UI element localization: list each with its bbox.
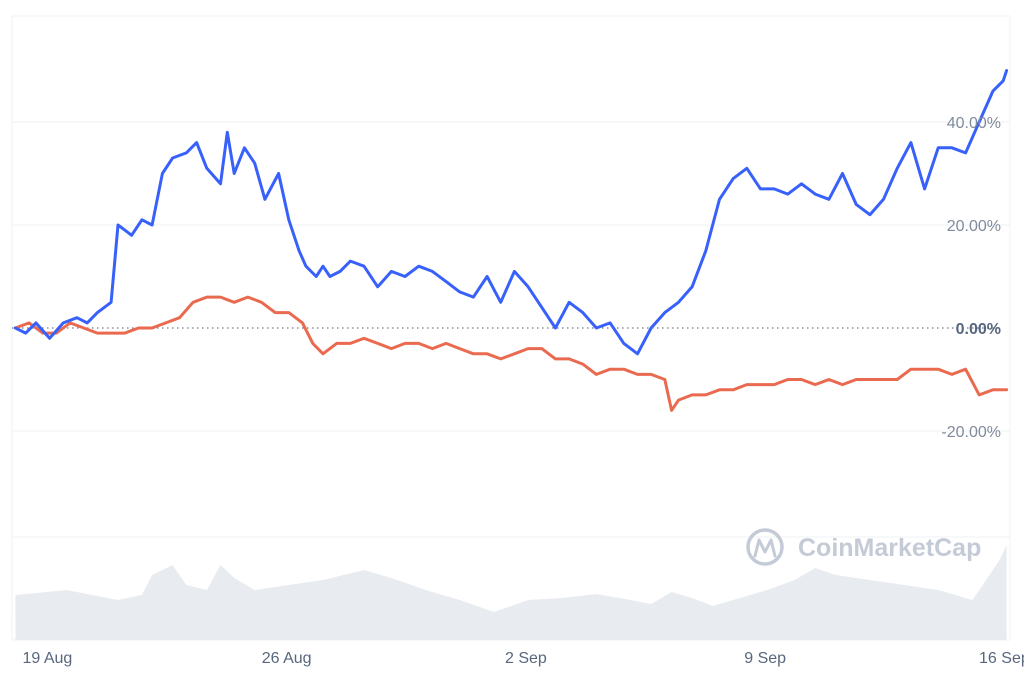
x-tick-label: 2 Sep [505,650,547,667]
y-axis-labels: 40.00% 20.00% 0.00% -20.00% [941,115,1001,441]
x-tick-label: 26 Aug [262,650,312,667]
x-axis-labels: 19 Aug 26 Aug 2 Sep 9 Sep 16 Sep [23,650,1024,667]
volume-fill [15,545,1007,640]
series-line-red [13,295,1009,412]
x-tick-label: 16 Sep [979,650,1024,667]
y-tick-label: 0.00% [956,321,1001,338]
x-tick-label: 9 Sep [744,650,786,667]
y-tick-label: 20.00% [947,218,1001,235]
watermark: CoinMarketCap [746,528,981,566]
y-tick-label: -20.00% [941,424,1001,441]
series-lines [13,69,1009,412]
watermark-text: CoinMarketCap [798,534,981,562]
coinmarketcap-logo-icon [746,528,784,566]
y-tick-label: 40.00% [947,115,1001,132]
series-line-blue [13,69,1009,356]
volume-area [15,545,1007,640]
x-tick-label: 19 Aug [23,650,73,667]
